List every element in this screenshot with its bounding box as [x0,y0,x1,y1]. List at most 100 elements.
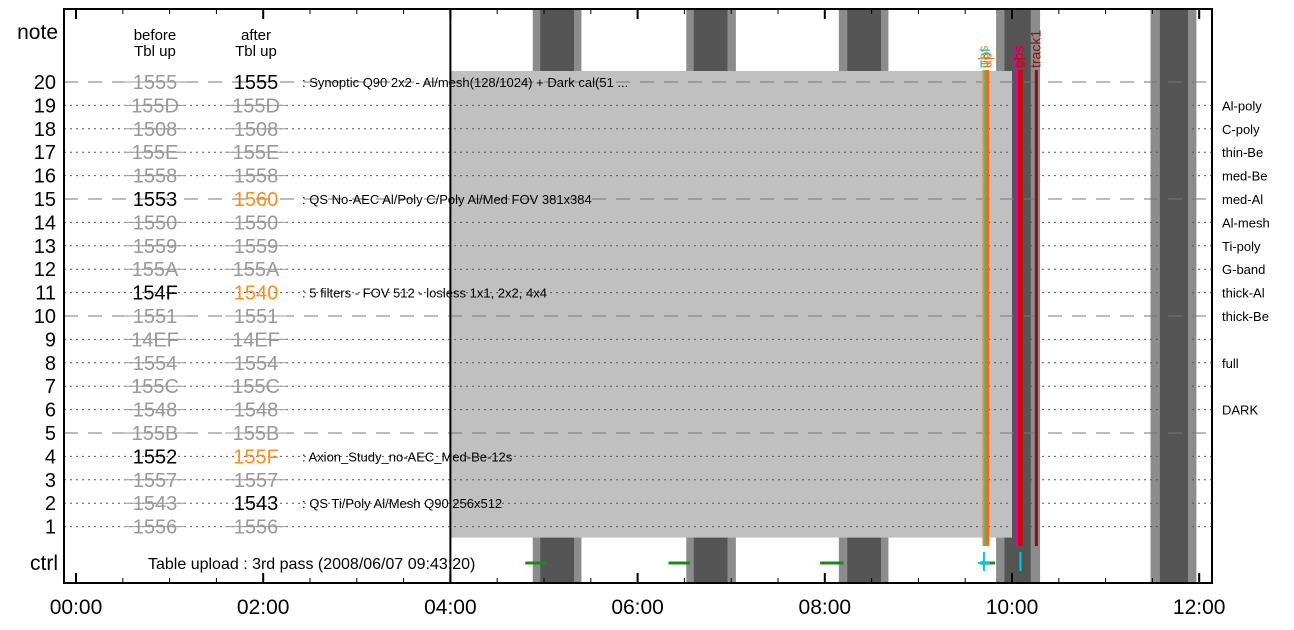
filter-label: Al-mesh [1222,215,1270,230]
table-cell-after: 155A [233,259,280,281]
table-cell-after: 1508 [234,119,279,141]
x-tick-label: 02:00 [237,596,290,619]
x-tick-label: 10:00 [986,596,1039,619]
table-cell-before: 1548 [133,400,178,422]
table-cell-after: 1560 [234,189,279,211]
table-cell-after: 1548 [234,400,279,422]
y-tick-label: 17 [34,142,56,164]
table-cell-after: 1550 [234,212,279,234]
obs-marker-label: obs [1009,45,1025,68]
filter-label: full [1222,356,1239,371]
y-tick-label: 7 [45,376,56,398]
y-tick-label: 8 [45,353,56,375]
filter-label: C-poly [1222,122,1260,137]
table-cell-after: 1540 [234,283,279,305]
y-tick-label: 19 [34,95,56,117]
filter-label: G-band [1222,262,1265,277]
y-label-note: note [17,21,58,44]
table-cell-before: 155B [132,423,179,445]
y-tick-label: 10 [34,306,56,328]
table-cell-after: 1555 [234,72,279,94]
table-cell-before: 14EF [131,329,179,351]
schedule-block-tail [985,71,1012,538]
table-row-description: : 5 filters - FOV 512 - losless 1x1, 2x2… [302,286,547,301]
table-row-description: : Axion_Study_no-AEC_Med-Be-12s [302,449,513,464]
filter-label: med-Be [1222,169,1268,184]
table-cell-before: 1553 [133,189,178,211]
table-cell-before: 155A [132,259,179,281]
table-cell-before: 155C [131,376,179,398]
table-cell-before: 155D [131,95,179,117]
y-tick-label: 2 [45,493,56,515]
x-tick-label: 06:00 [611,596,664,619]
filter-label: thick-Be [1222,309,1269,324]
y-tick-label: 20 [34,72,56,94]
table-cell-before: 1559 [133,236,178,258]
table-cell-before: 1558 [133,166,178,188]
filter-label: DARK [1222,403,1258,418]
filter-label: Ti-poly [1222,239,1261,254]
column-header-before: before [134,27,177,44]
y-tick-label: 1 [45,517,56,539]
obs-marker-label: Tbl [977,49,993,68]
y-tick-label: 9 [45,329,56,351]
table-row-description: : Synoptic Q90 2x2 - Al/mesh(128/1024) +… [302,75,628,90]
column-header-after: Tbl up [235,43,277,60]
y-tick-label: 16 [34,166,56,188]
obs-marker-label: st [1012,57,1028,68]
x-tick-label: 08:00 [799,596,852,619]
table-cell-after: 155D [232,95,280,117]
column-header-after: after [241,27,271,44]
orbit-band-inner [1159,9,1188,583]
table-cell-after: 1554 [234,353,279,375]
x-tick-label: 12:00 [1173,596,1226,619]
obs-marker-label: track1 [1027,30,1043,68]
x-tick-label: 04:00 [424,596,477,619]
schedule-block [450,71,986,538]
table-cell-after: 1559 [234,236,279,258]
column-header-before: Tbl up [134,43,176,60]
y-tick-label: 18 [34,119,56,141]
ctrl-label: Table upload : 3rd pass (2008/06/07 09:4… [148,556,475,573]
y-tick-label: 14 [34,212,56,234]
table-cell-before: 1557 [133,470,178,492]
table-cell-after: 1558 [234,166,279,188]
obs-marker-label: obs [1010,45,1026,68]
y-label-ctrl: ctrl [30,552,58,575]
table-cell-after: 155F [233,446,279,468]
y-tick-label: 12 [34,259,56,281]
table-row-description: : QS No-AEC Al/Poly C/Poly Al/Med FOV 38… [302,192,592,207]
table-cell-before: 1550 [133,212,178,234]
obs-marker-label: up [979,52,995,68]
table-cell-after: 155C [232,376,280,398]
table-cell-before: 1551 [133,306,178,328]
filter-label: thick-Al [1222,286,1265,301]
table-cell-after: 1556 [234,517,279,539]
table-cell-after: 14EF [232,329,280,351]
table-cell-after: 1557 [234,470,279,492]
y-tick-label: 3 [45,470,56,492]
table-cell-before: 1556 [133,517,178,539]
y-tick-label: 13 [34,236,56,258]
y-tick-label: 15 [34,189,56,211]
filter-label: Al-poly [1222,98,1262,113]
table-cell-after: 1543 [234,493,279,515]
table-cell-before: 154F [132,283,178,305]
table-cell-after: 1551 [234,306,279,328]
y-tick-label: 4 [45,446,56,468]
x-tick-label: 00:00 [50,596,103,619]
obs-marker-label: obs [975,45,991,68]
filter-label: thin-Be [1222,145,1263,160]
table-cell-before: 1555 [133,72,178,94]
table-cell-before: 1543 [133,493,178,515]
table-row-description: : QS Ti/Poly Al/Mesh Q90 256x512 [302,496,502,511]
table-cell-after: 155E [233,142,280,164]
y-tick-label: 6 [45,400,56,422]
table-cell-before: 155E [132,142,179,164]
table-cell-before: 1508 [133,119,178,141]
table-cell-before: 1552 [133,446,178,468]
table-cell-before: 1554 [133,353,178,375]
y-tick-label: 5 [45,423,56,445]
